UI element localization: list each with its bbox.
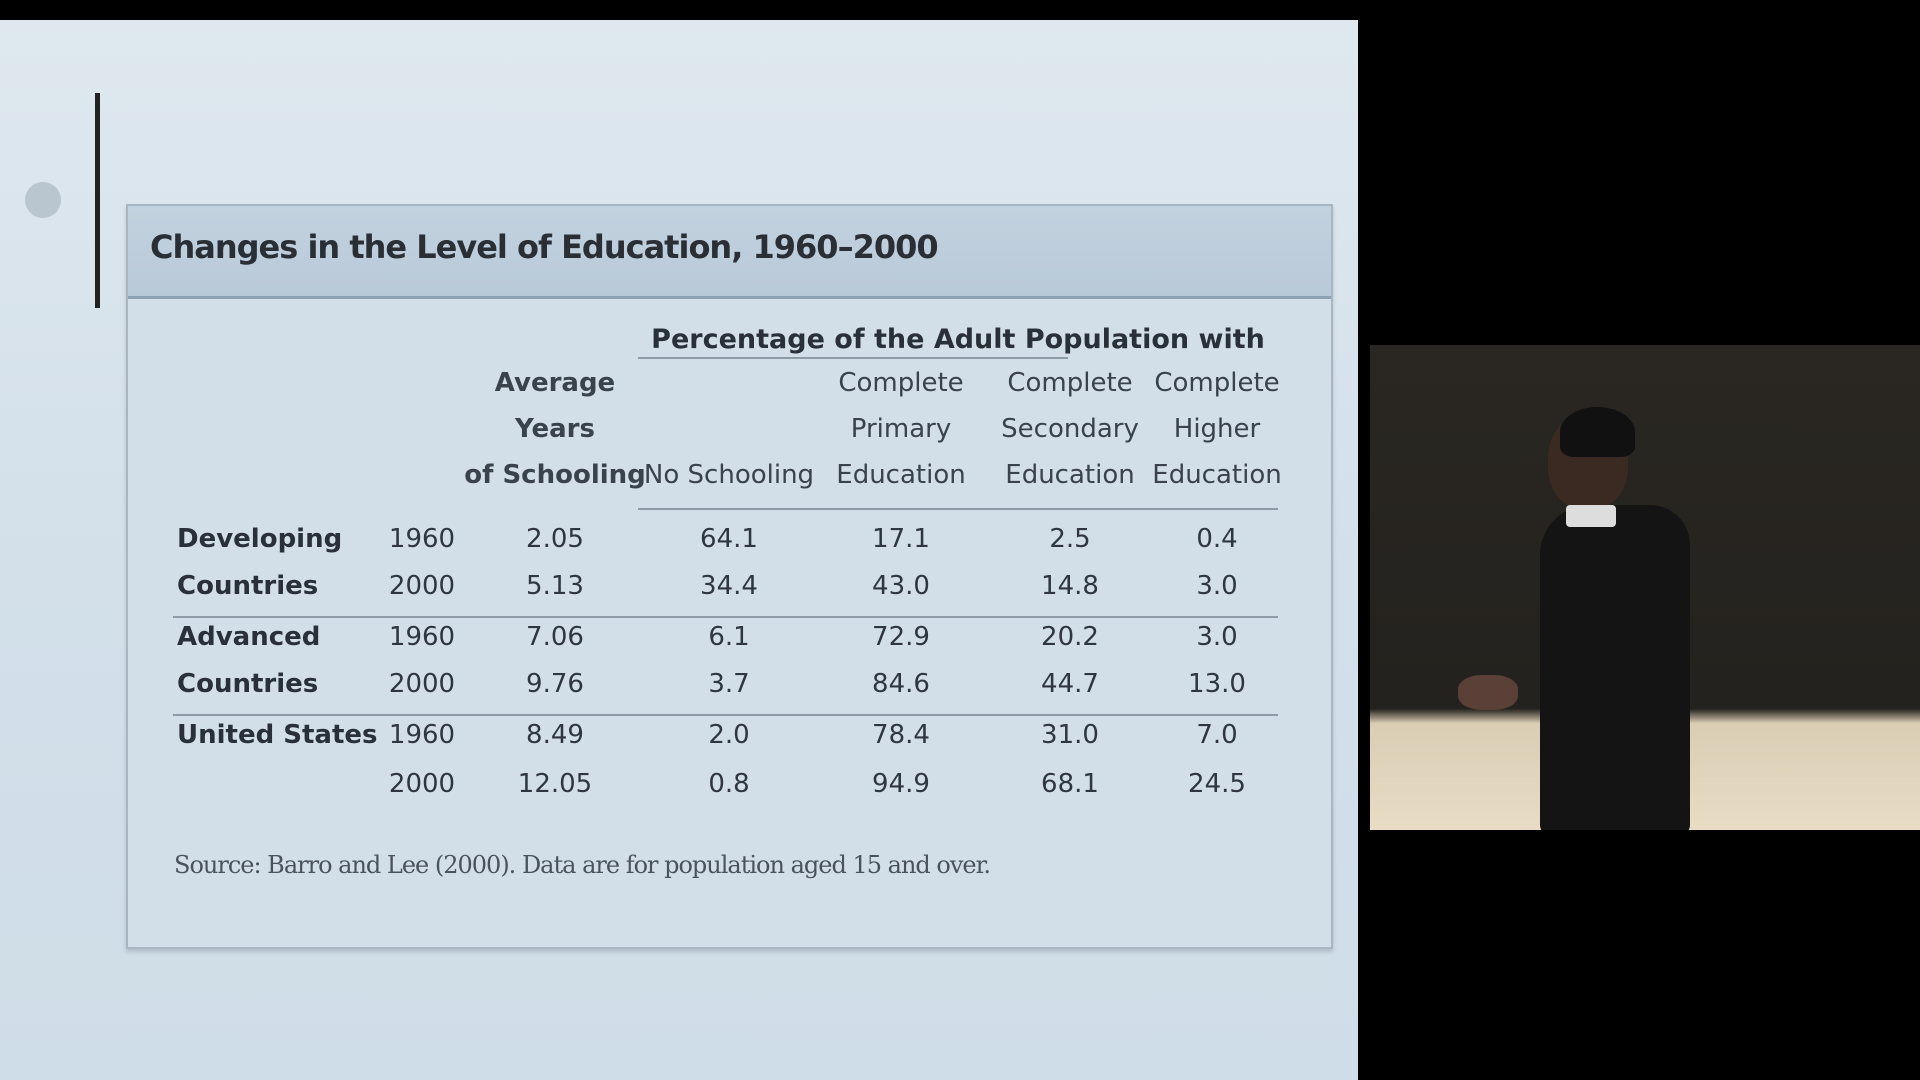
group-rule [173, 714, 1278, 716]
row-value: 12.05 [517, 769, 593, 799]
lecturer-body [1540, 505, 1690, 830]
column-header: Average Years of Schooling [464, 360, 646, 498]
row-year: 1960 [388, 720, 456, 750]
row-value: 17.1 [872, 524, 930, 554]
row-value: 14.8 [1041, 571, 1099, 601]
row-region: Advanced [177, 622, 321, 652]
row-year: 1960 [388, 524, 456, 554]
row-value: 2.5 [1049, 524, 1091, 554]
row-value: 31.0 [1041, 720, 1099, 750]
column-header-line: Education [1005, 460, 1135, 490]
table-title: Changes in the Level of Education, 1960–… [150, 228, 939, 266]
column-header-line: Education [836, 460, 966, 490]
row-value: 8.49 [526, 720, 584, 750]
lecturer-hands [1458, 675, 1518, 710]
row-region: Countries [177, 571, 319, 601]
row-value: 84.6 [872, 669, 930, 699]
row-value: 43.0 [872, 571, 930, 601]
row-value: 94.9 [872, 769, 930, 799]
row-value: 2.05 [526, 524, 584, 554]
row-value: 2.0 [708, 720, 750, 750]
row-value: 3.0 [1196, 571, 1238, 601]
row-value: 0.8 [708, 769, 750, 799]
lecturer-video-inset [1370, 345, 1920, 830]
row-value: 20.2 [1041, 622, 1099, 652]
column-header-line: Complete [1007, 368, 1133, 398]
row-region: United States [177, 720, 378, 750]
row-value: 13.0 [1188, 669, 1246, 699]
row-value: 72.9 [872, 622, 930, 652]
row-value: 78.4 [872, 720, 930, 750]
table-header-bar: Changes in the Level of Education, 1960–… [128, 206, 1331, 299]
row-value: 3.7 [708, 669, 750, 699]
row-value: 68.1 [1041, 769, 1099, 799]
row-value: 24.5 [1188, 769, 1246, 799]
column-header: Complete Higher Education [1152, 360, 1281, 498]
column-header: Complete Primary Education [836, 360, 965, 498]
column-header: Complete Secondary Education [1001, 360, 1139, 498]
row-value: 44.7 [1041, 669, 1099, 699]
header-rule [638, 508, 1278, 510]
row-value: 5.13 [526, 571, 584, 601]
row-value: 9.76 [526, 669, 584, 699]
lecturer-hair [1560, 407, 1635, 457]
table-source-note: Source: Barro and Lee (2000). Data are f… [174, 851, 991, 879]
row-year: 2000 [388, 571, 456, 601]
row-value: 64.1 [700, 524, 758, 554]
slide-accent-bar [95, 93, 100, 308]
row-value: 3.0 [1196, 622, 1238, 652]
column-header-line: Complete [1154, 368, 1280, 398]
lecturer-collar [1566, 505, 1616, 527]
column-header-line: of Schooling [464, 460, 646, 490]
column-header-line: Secondary [1001, 414, 1139, 444]
row-value: 6.1 [708, 622, 750, 652]
column-header-line: Primary [850, 414, 952, 444]
group-header-rule [638, 357, 1068, 359]
row-value: 7.06 [526, 622, 584, 652]
row-region: Developing [177, 524, 343, 554]
column-header-line: Years [515, 414, 595, 444]
column-header-line: Complete [838, 368, 964, 398]
row-year: 2000 [388, 669, 456, 699]
column-header: No Schooling [644, 452, 814, 498]
column-header-line: No Schooling [643, 460, 815, 490]
row-value: 7.0 [1196, 720, 1238, 750]
presentation-slide: Changes in the Level of Education, 1960–… [0, 20, 1358, 1080]
row-year: 2000 [388, 769, 456, 799]
group-header: Percentage of the Adult Population with [651, 324, 1265, 355]
column-header-line: Education [1152, 460, 1282, 490]
row-value: 34.4 [700, 571, 758, 601]
education-table: Changes in the Level of Education, 1960–… [126, 204, 1333, 949]
group-rule [173, 616, 1278, 618]
column-header-line: Average [494, 368, 616, 398]
column-header-line: Higher [1173, 414, 1261, 444]
row-year: 1960 [388, 622, 456, 652]
row-value: 0.4 [1196, 524, 1238, 554]
bullet-dot [25, 182, 61, 218]
row-region: Countries [177, 669, 319, 699]
